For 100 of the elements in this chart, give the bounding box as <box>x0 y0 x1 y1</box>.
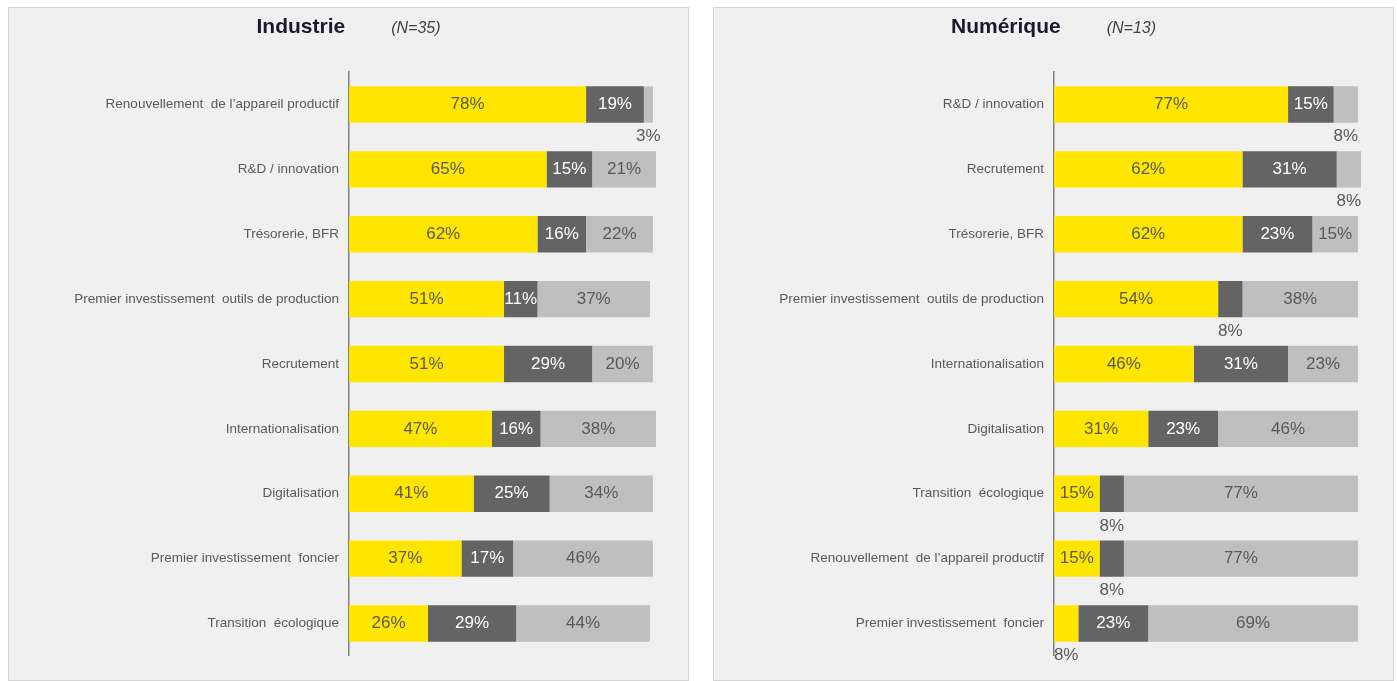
bar <box>1099 475 1124 512</box>
y-tick-label: Internationalisation <box>225 420 339 436</box>
y-tick-label: Trésorerie, BFR <box>948 225 1045 241</box>
y-tick-label: R&D / innovation <box>237 161 339 177</box>
bar <box>473 475 550 512</box>
bar <box>1218 410 1358 448</box>
bar <box>586 216 653 253</box>
data-label: 46% <box>1106 353 1141 373</box>
data-label: 11% <box>504 288 538 308</box>
data-label: 23% <box>1166 418 1201 438</box>
data-label: 34% <box>584 483 619 503</box>
bar <box>349 216 538 253</box>
bar <box>1054 410 1149 448</box>
data-label: 51% <box>409 288 444 308</box>
bar <box>1054 151 1243 188</box>
bar <box>1054 540 1100 577</box>
data-label: 62% <box>1131 223 1166 243</box>
y-tick-label: Premier investissement outils de production <box>74 290 339 306</box>
bar <box>1218 280 1243 318</box>
bar <box>1054 345 1194 383</box>
bar <box>1054 216 1243 253</box>
bar <box>1288 345 1358 383</box>
y-tick-label: Digitalisation <box>967 420 1044 436</box>
data-label: 41% <box>394 483 429 503</box>
y-tick-label: Premier investissement foncier <box>150 550 340 566</box>
bar <box>349 86 587 123</box>
bar <box>586 86 644 123</box>
bar <box>1242 216 1313 253</box>
data-label: 62% <box>1131 159 1166 179</box>
data-label: 3% <box>636 126 661 146</box>
data-label: 46% <box>566 548 601 568</box>
bar <box>1099 540 1124 577</box>
data-label: 77% <box>1154 94 1189 114</box>
y-tick-label: Recrutement <box>966 161 1045 177</box>
bar <box>1054 280 1219 318</box>
data-label: 29% <box>455 613 490 633</box>
data-label: 62% <box>426 223 461 243</box>
data-label: 23% <box>1260 223 1295 243</box>
y-tick-label: R&D / innovation <box>942 96 1044 112</box>
bar <box>1288 86 1334 123</box>
bar <box>1123 475 1358 512</box>
data-label: 25% <box>494 483 529 503</box>
chart-subtitle: (N=35) <box>391 19 441 36</box>
bar <box>461 540 514 577</box>
data-label: 8% <box>1099 580 1125 600</box>
data-label: 15% <box>1318 223 1353 243</box>
y-tick-label: Digitalisation <box>262 485 339 501</box>
data-label: 38% <box>581 418 616 438</box>
y-tick-label: Premier investissement foncier <box>855 615 1045 631</box>
bar <box>516 605 650 642</box>
bar <box>1078 605 1149 642</box>
data-label: 15% <box>552 159 587 179</box>
bar <box>513 540 653 577</box>
data-label: 20% <box>605 353 640 373</box>
data-label: 8% <box>1218 320 1243 340</box>
data-label: 31% <box>1084 418 1119 438</box>
data-label: 15% <box>1059 548 1094 568</box>
data-label: 37% <box>388 548 423 568</box>
chart-title: Numérique <box>950 14 1061 37</box>
data-label: 46% <box>1271 418 1306 438</box>
data-label: 15% <box>1293 94 1328 114</box>
data-label: 31% <box>1272 159 1307 179</box>
bar <box>1148 605 1358 642</box>
data-label: 54% <box>1119 288 1154 308</box>
bar <box>1054 605 1079 642</box>
y-tick-label: Recrutement <box>261 355 340 371</box>
bar <box>1054 86 1289 123</box>
data-label: 8% <box>1099 515 1125 535</box>
data-label: 21% <box>607 159 642 179</box>
bar <box>1148 410 1219 448</box>
bar <box>592 151 656 188</box>
y-tick-label: Renouvellement de l’appareil productif <box>810 550 1045 566</box>
data-label: 31% <box>1223 353 1258 373</box>
bar <box>349 280 505 318</box>
data-label: 47% <box>403 418 438 438</box>
chart-title: Industrie <box>256 14 346 37</box>
data-label: 22% <box>602 223 637 243</box>
bar <box>428 605 517 642</box>
data-label: 19% <box>597 94 632 114</box>
data-label: 26% <box>371 613 406 633</box>
bar <box>1193 345 1289 383</box>
data-label: 8% <box>1333 126 1359 146</box>
y-tick-label: Transition écologique <box>912 485 1044 501</box>
bar <box>349 540 462 577</box>
data-label: 23% <box>1305 353 1341 373</box>
chart-subtitle: (N=13) <box>1106 19 1157 36</box>
data-label: 51% <box>409 353 444 373</box>
bar <box>537 280 650 318</box>
bar <box>1242 151 1337 188</box>
bar <box>1123 540 1358 577</box>
y-tick-label: Renouvellement de l’appareil productif <box>105 96 340 112</box>
data-label: 23% <box>1096 613 1131 633</box>
y-tick-label: Premier investissement outils de production <box>779 290 1044 306</box>
data-label: 8% <box>1336 191 1362 211</box>
bar <box>349 345 505 383</box>
data-label: 65% <box>430 159 465 179</box>
y-tick-label: Trésorerie, BFR <box>243 225 340 241</box>
y-tick-label: Internationalisation <box>930 355 1044 371</box>
data-label: 38% <box>1283 288 1318 308</box>
bar <box>540 410 656 448</box>
